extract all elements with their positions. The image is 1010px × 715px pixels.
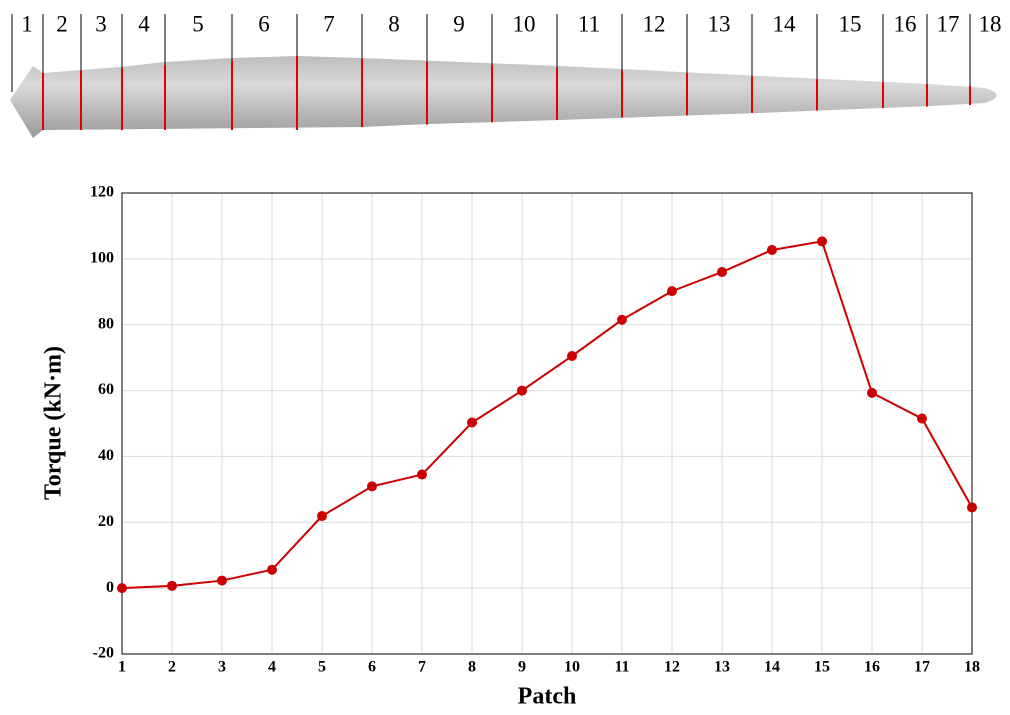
patch-label: 7 (323, 11, 335, 36)
patch-label: 8 (388, 11, 400, 36)
x-tick-label: 12 (664, 659, 680, 676)
x-tick-label: 4 (268, 659, 276, 676)
data-point (667, 286, 677, 296)
patch-label: 12 (643, 11, 666, 36)
patch-label: 11 (578, 11, 600, 36)
patch-label: 14 (773, 11, 797, 36)
x-tick-label: 1 (118, 659, 126, 676)
y-tick-label: 40 (98, 447, 114, 464)
x-tick-label: 9 (518, 659, 526, 676)
data-point (767, 245, 777, 255)
data-point (367, 481, 377, 491)
blade (10, 56, 997, 138)
data-point (117, 583, 127, 593)
x-tick-label: 6 (368, 659, 376, 676)
x-tick-label: 5 (318, 659, 326, 676)
patch-label: 13 (708, 11, 731, 36)
chart: 123456789101112131415161718 Patch Torque… (0, 0, 1010, 715)
patch-label: 18 (979, 11, 1002, 36)
data-point (517, 386, 527, 396)
data-point (267, 565, 277, 575)
y-tick-label: 60 (98, 381, 114, 398)
y-tick-label: 100 (90, 250, 114, 267)
data-point (167, 581, 177, 591)
x-tick-label: 7 (418, 659, 426, 676)
y-tick-label: 80 (98, 315, 114, 332)
patch-label: 15 (839, 11, 862, 36)
data-point (867, 388, 877, 398)
data-point (417, 470, 427, 480)
patch-label: 3 (95, 11, 107, 36)
data-point (817, 236, 827, 246)
x-tick-label: 16 (864, 659, 880, 676)
y-tick-label: -20 (93, 645, 114, 662)
x-tick-label: 18 (964, 659, 980, 676)
patch-label: 2 (56, 11, 68, 36)
data-point (317, 511, 327, 521)
y-tick-label: 20 (98, 513, 114, 530)
patch-label: 1 (21, 11, 33, 36)
y-tick-label: 120 (90, 184, 114, 201)
data-point (917, 414, 927, 424)
patch-label: 9 (453, 11, 465, 36)
patch-label: 4 (138, 11, 150, 36)
patch-label: 17 (937, 11, 960, 36)
x-tick-label: 14 (764, 659, 780, 676)
patch-label: 10 (513, 11, 536, 36)
patch-label: 5 (192, 11, 204, 36)
y-axis-title: Torque (kN·m) (41, 346, 67, 500)
data-point (217, 576, 227, 586)
x-axis-title: Patch (518, 684, 577, 710)
y-tick-label: 0 (106, 579, 114, 596)
plot-frame (122, 193, 972, 654)
grid (122, 193, 972, 654)
data-point (967, 502, 977, 512)
x-tick-label: 13 (714, 659, 730, 676)
data-point (717, 267, 727, 277)
x-tick-label: 8 (468, 659, 476, 676)
data-point (467, 418, 477, 428)
x-tick-label: 11 (614, 659, 629, 676)
x-tick-label: 17 (914, 659, 930, 676)
x-tick-label: 2 (168, 659, 176, 676)
patch-label: 6 (258, 11, 270, 36)
data-point (617, 315, 627, 325)
x-tick-label: 10 (564, 659, 580, 676)
series-line (122, 241, 972, 588)
patch-label: 16 (894, 11, 917, 36)
x-tick-label: 15 (814, 659, 830, 676)
data-point (567, 351, 577, 361)
x-tick-label: 3 (218, 659, 226, 676)
